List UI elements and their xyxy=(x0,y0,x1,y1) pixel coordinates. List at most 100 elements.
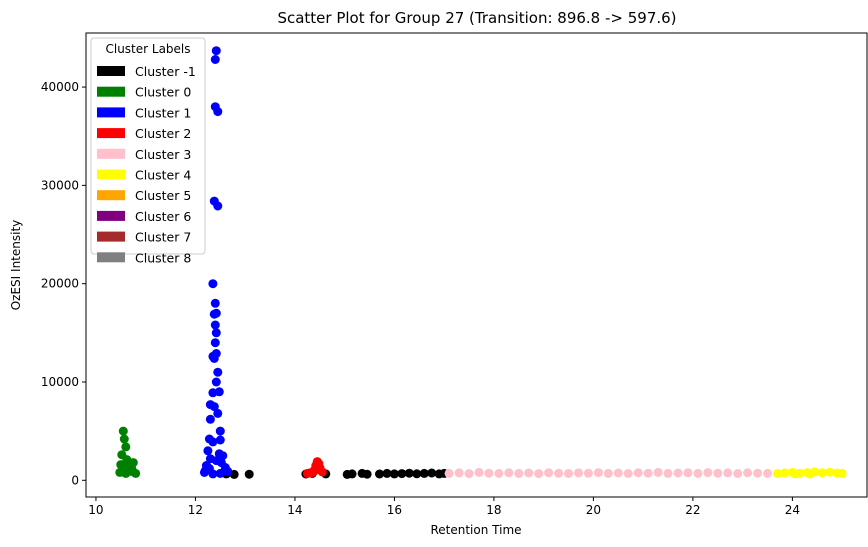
legend-label: Cluster 6 xyxy=(135,209,191,224)
data-point xyxy=(209,353,219,363)
data-point xyxy=(375,469,384,479)
data-point xyxy=(583,468,593,478)
legend-label: Cluster 3 xyxy=(135,147,191,162)
data-point xyxy=(613,468,623,478)
legend-swatch xyxy=(97,128,125,139)
data-point xyxy=(534,469,544,479)
data-point xyxy=(216,458,226,468)
data-point xyxy=(723,468,733,478)
data-point xyxy=(837,468,847,478)
data-point xyxy=(210,55,220,64)
data-point xyxy=(817,468,827,478)
data-point xyxy=(213,107,223,117)
x-tick-label: 18 xyxy=(486,503,501,517)
legend-title: Cluster Labels xyxy=(105,42,190,56)
data-point xyxy=(444,468,454,478)
axes-layer: 10 12 14 16 18 20 22 24 0 10000 20000 30000 40000 xyxy=(41,80,800,517)
data-point xyxy=(574,468,583,478)
x-tick-label: 16 xyxy=(387,503,402,517)
series-cluster-0 xyxy=(115,426,141,478)
legend-swatch xyxy=(97,169,125,180)
data-point xyxy=(204,464,214,473)
y-tick-label: 30000 xyxy=(41,178,79,192)
data-point xyxy=(211,377,221,387)
data-point xyxy=(213,408,223,418)
x-axis-label: Retention Time xyxy=(430,523,521,537)
data-point xyxy=(419,468,429,478)
legend-swatch xyxy=(97,66,125,76)
data-point xyxy=(208,437,218,447)
data-point xyxy=(554,468,564,478)
legend-swatch xyxy=(97,252,125,263)
data-point xyxy=(524,468,534,478)
data-point xyxy=(404,468,414,478)
legend-label: Cluster 0 xyxy=(135,85,191,100)
data-point xyxy=(211,328,221,338)
data-point xyxy=(504,468,514,478)
data-point xyxy=(412,469,422,479)
data-point xyxy=(653,467,663,477)
data-point xyxy=(683,468,693,478)
data-point xyxy=(389,469,399,479)
data-point xyxy=(205,414,215,424)
legend-swatch xyxy=(97,210,125,221)
data-point xyxy=(362,469,372,479)
legend: Cluster Labels Cluster -1 Cluster 0 Cluster… xyxy=(90,37,206,265)
series-cluster-3 xyxy=(444,467,772,479)
data-point xyxy=(347,469,357,479)
data-point xyxy=(464,469,474,479)
data-point xyxy=(703,468,713,478)
data-point xyxy=(514,468,524,478)
data-point xyxy=(215,426,225,436)
data-point xyxy=(313,464,323,473)
data-point xyxy=(733,469,743,478)
data-point xyxy=(743,468,753,478)
data-point xyxy=(494,469,504,478)
data-point xyxy=(210,298,220,308)
x-tick-label: 10 xyxy=(88,503,103,517)
legend-swatch xyxy=(97,231,125,242)
data-point xyxy=(454,468,464,478)
data-point xyxy=(663,468,673,478)
data-point xyxy=(210,338,220,348)
plot-frame xyxy=(85,32,868,498)
data-point xyxy=(118,466,128,475)
y-tick-label: 20000 xyxy=(41,277,79,291)
data-point xyxy=(223,466,233,476)
data-point xyxy=(210,320,220,330)
data-point xyxy=(790,469,800,479)
y-axis-label: OzESI Intensity xyxy=(9,220,23,311)
x-tick-label: 20 xyxy=(586,503,601,517)
data-point xyxy=(753,468,763,478)
legend-swatch xyxy=(97,107,125,118)
legend-label: Cluster 5 xyxy=(135,188,191,203)
data-point xyxy=(484,468,494,478)
data-point xyxy=(763,468,772,478)
data-point xyxy=(544,468,554,478)
legend-label: Cluster 4 xyxy=(135,168,191,183)
data-point xyxy=(643,468,653,478)
legend-label: Cluster 8 xyxy=(135,250,191,265)
legend-label: Cluster 2 xyxy=(135,126,191,141)
y-tick-label: 0 xyxy=(71,473,79,487)
data-point xyxy=(805,469,815,479)
data-point xyxy=(203,446,213,456)
y-tick-label: 10000 xyxy=(41,375,79,389)
data-point xyxy=(218,451,228,461)
data-point xyxy=(427,468,437,478)
data-point xyxy=(127,464,137,473)
data-point xyxy=(213,367,223,377)
series-cluster-4 xyxy=(773,467,847,479)
data-point xyxy=(208,279,218,289)
series-cluster-2 xyxy=(302,457,327,478)
data-point xyxy=(713,468,723,478)
legend-label: Cluster 1 xyxy=(135,105,191,120)
data-point xyxy=(211,46,221,56)
data-point xyxy=(564,469,573,478)
y-tick-label: 40000 xyxy=(41,80,79,94)
data-point xyxy=(693,468,703,478)
data-point xyxy=(673,468,683,478)
data-point xyxy=(244,469,254,479)
data-point xyxy=(474,467,484,477)
